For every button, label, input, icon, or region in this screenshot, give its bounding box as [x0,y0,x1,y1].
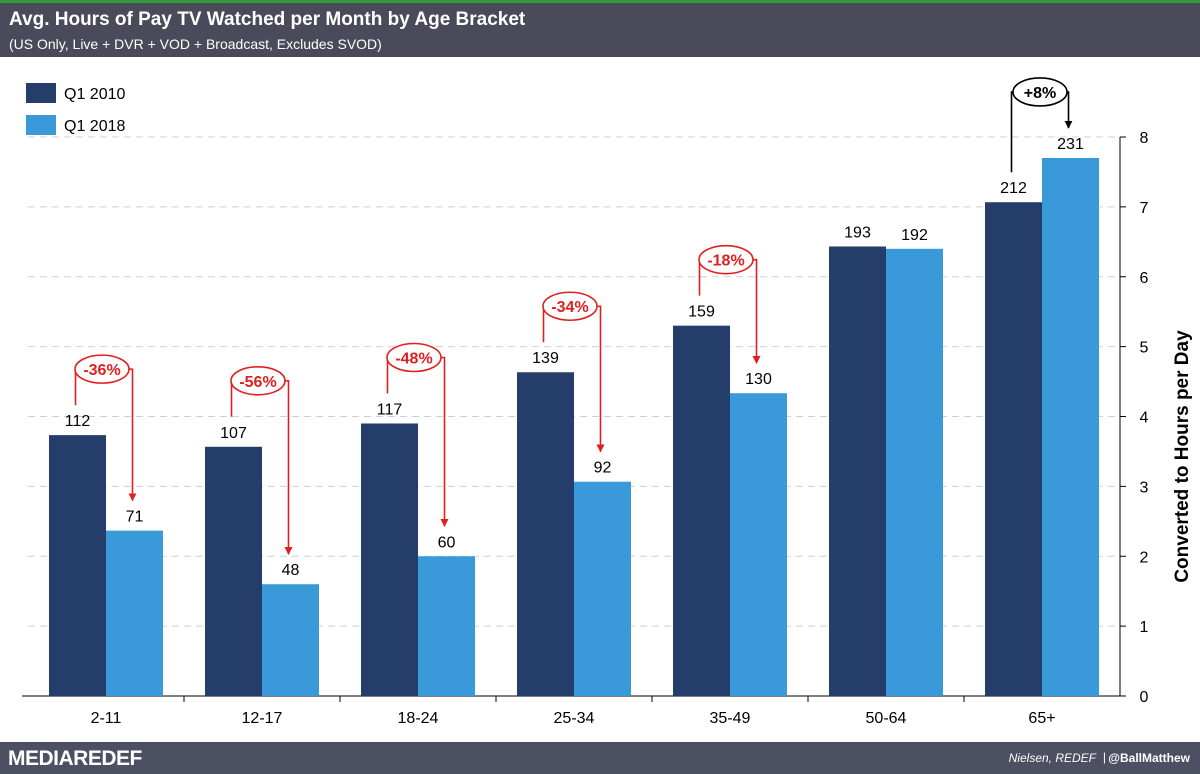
change-label: -18% [707,253,744,270]
data-label-q1-2010: 159 [688,304,715,321]
bar-q1-2010 [49,435,106,696]
x-tick-label: 25-34 [554,710,595,727]
change-oval [698,244,754,275]
footer-separator: | [1102,750,1106,764]
chart-subtitle: (US Only, Live + DVR + VOD + Broadcast, … [9,36,382,52]
y2-tick-label: 4 [1140,410,1149,427]
legend-swatch [26,115,56,135]
bar-chart: 0 1 2 3 4 5 6 7 8 Converted to Hours per Day 112 71… [22,77,1193,727]
legend-label: Q1 2010 [64,86,125,103]
bar-q1-2010 [673,325,730,696]
bar-q1-2010 [517,372,574,696]
bar-q1-2010 [205,446,262,696]
logo-redef: REDEF [73,747,142,770]
data-label-q1-2010: 112 [65,413,91,430]
x-tick-label: 50-64 [866,710,907,727]
change-label: -36% [83,362,120,379]
y2-tick-label: 5 [1140,340,1149,357]
change-label: -56% [239,374,276,391]
chart-title: Avg. Hours of Pay TV Watched per Month b… [9,9,526,30]
x-tick-label: 2-11 [91,710,122,727]
y2-tick-label: 0 [1140,689,1149,706]
logo-media: MEDIA [8,747,74,770]
x-tick-label: 35-49 [710,710,751,727]
y2-tick-label: 2 [1140,549,1149,566]
y2-tick-label: 6 [1140,270,1149,287]
bar-q1-2018 [1042,157,1099,696]
y2-tick-label: 8 [1140,130,1149,147]
header-accent-rule [0,0,1200,3]
data-label-q1-2018: 71 [126,509,144,526]
data-label-q1-2010: 117 [377,401,403,418]
data-label-q1-2010: 212 [1000,180,1027,197]
bar-q1-2018 [574,481,631,696]
mediaredef-logo: MEDIAREDEF [8,747,142,771]
change-oval [542,291,598,322]
bar-q1-2018 [886,248,943,697]
y2-tick-label: 1 [1140,619,1149,636]
change-label: -34% [551,299,588,316]
change-label: +8% [1024,85,1056,102]
bar-q1-2018 [106,530,163,696]
data-label-q1-2018: 231 [1057,136,1084,153]
bar-q1-2010 [985,202,1042,696]
author-handle: @BallMatthew [1108,751,1190,765]
data-label-q1-2010: 193 [844,224,871,241]
legend-label: Q1 2018 [64,118,125,135]
chart-header: Avg. Hours of Pay TV Watched per Month b… [0,3,1200,57]
change-label: -48% [395,350,432,367]
bar-q1-2010 [829,246,886,697]
data-label-q1-2018: 60 [438,534,456,551]
data-label-q1-2018: 192 [901,227,928,244]
bar-q1-2018 [730,393,787,696]
x-tick-label: 65+ [1028,710,1055,727]
footer-bar: MEDIAREDEF Nielsen, REDEF | @BallMatthew [0,742,1200,774]
x-tick-label: 18-24 [398,710,439,727]
change-oval [74,354,130,384]
bar-q1-2018 [262,584,319,696]
bar-q1-2018 [418,556,475,696]
data-label-q1-2010: 139 [532,350,559,367]
data-label-q1-2018: 92 [594,460,612,477]
y2-tick-label: 7 [1140,200,1149,217]
change-oval [386,342,442,373]
source-text: Nielsen, REDEF [1008,751,1096,765]
bar-q1-2010 [361,423,418,696]
data-label-q1-2018: 130 [745,371,772,388]
legend-swatch [26,83,56,103]
x-tick-label: 12-17 [242,710,283,727]
y2-axis-title: Converted to Hours per Day [1172,330,1193,583]
change-oval [230,365,286,396]
data-label-q1-2018: 48 [282,562,300,579]
data-label-q1-2010: 107 [220,425,247,442]
change-oval [1012,77,1068,107]
y2-tick-label: 3 [1140,479,1149,496]
